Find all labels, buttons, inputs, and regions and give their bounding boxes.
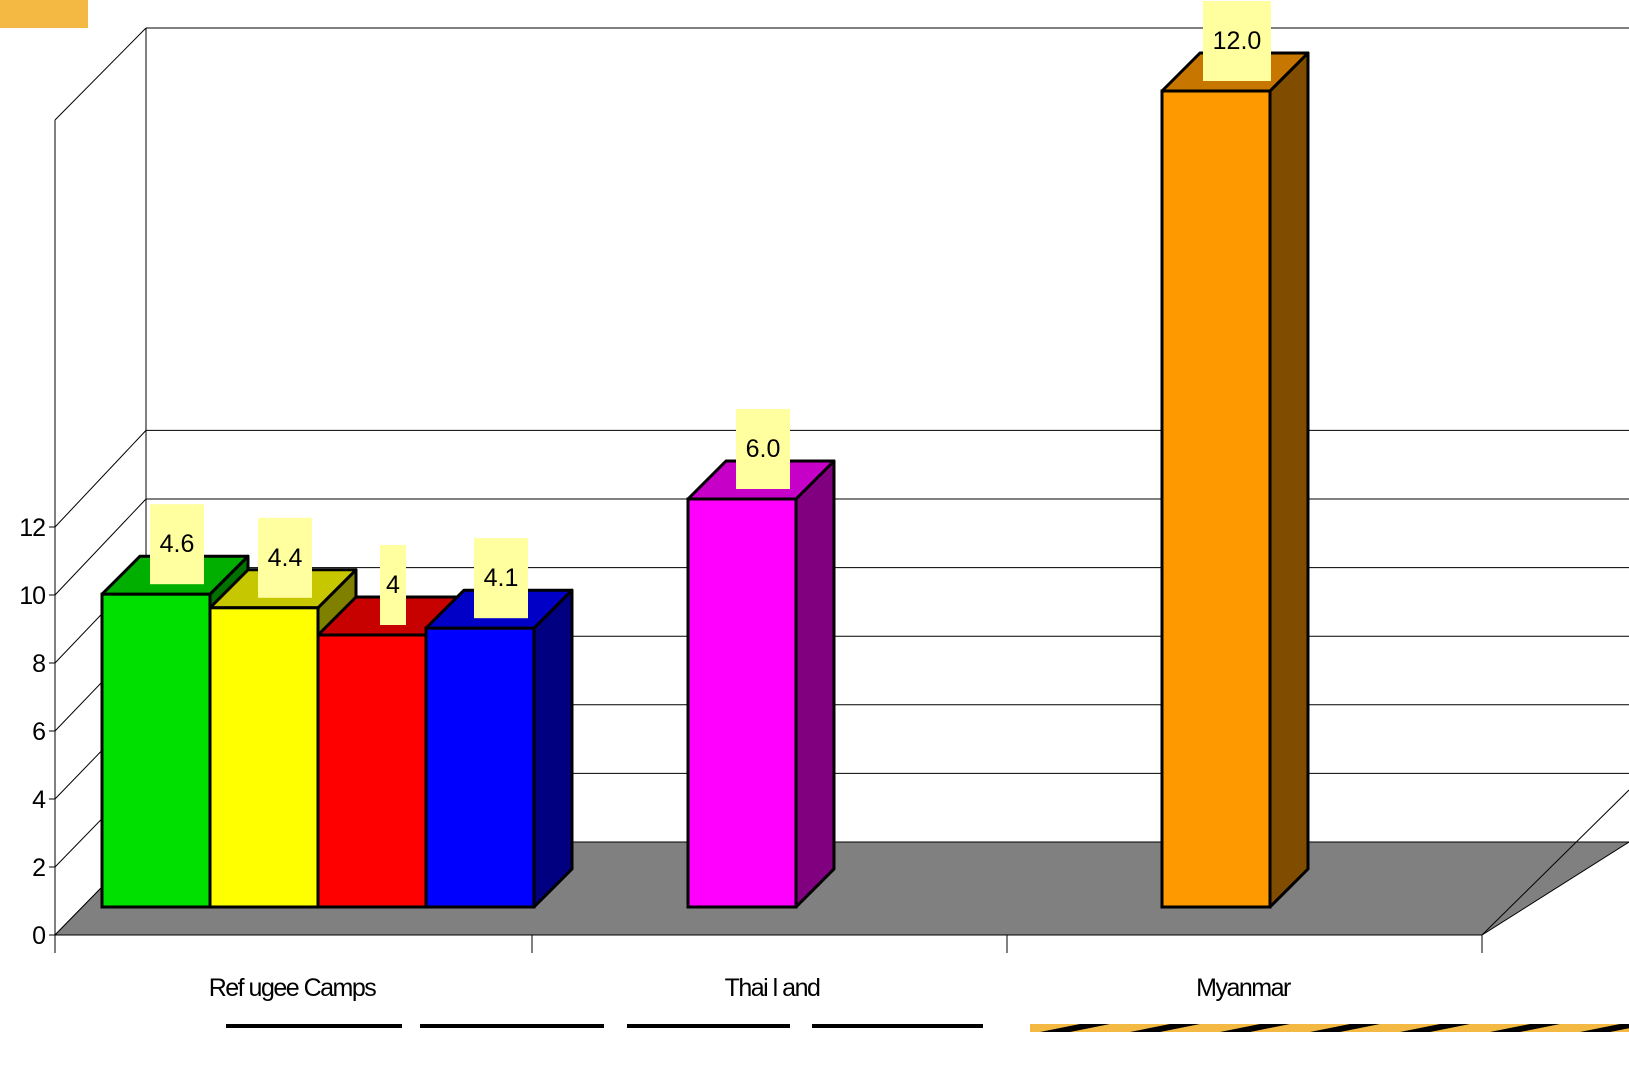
data-label: 6.0: [746, 435, 781, 463]
hazard-stripe: [1310, 1024, 1380, 1032]
bar: [1160, 89, 1272, 909]
side-wall-line: [54, 430, 147, 528]
data-label-background: [150, 504, 204, 585]
hazard-stripe: [1040, 1024, 1110, 1032]
y-tick-label: 0: [32, 922, 45, 950]
bar: [208, 606, 320, 909]
y-tick-label: 8: [32, 650, 45, 678]
data-label-background: [736, 409, 790, 489]
data-label: 4.1: [484, 564, 519, 592]
hazard-stripe: [1490, 1024, 1560, 1032]
logo-badge: [0, 0, 88, 28]
data-label-background: [1203, 1, 1271, 81]
y-tick-label: 6: [32, 718, 45, 746]
decorative-hazard-strip: [1030, 1024, 1629, 1032]
y-tick-label: 2: [32, 854, 45, 882]
floor-right-edge: [1481, 789, 1629, 936]
y-tick-label: 4: [32, 786, 46, 814]
bar-side-face: [1268, 51, 1310, 909]
bar: [424, 626, 536, 909]
hazard-stripe: [1400, 1024, 1470, 1032]
side-wall-top: [54, 27, 147, 121]
category-label: Thai l and: [725, 974, 820, 1002]
bar-side-face: [532, 588, 574, 909]
y-tick-label: 10: [19, 582, 45, 610]
bar: [316, 633, 428, 909]
data-label: 4.4: [268, 544, 303, 572]
bar: [686, 497, 798, 909]
data-label: 4.6: [160, 530, 195, 558]
data-label-background: [258, 517, 312, 598]
data-label-background: [380, 545, 406, 625]
data-label: 12.0: [1213, 27, 1262, 55]
side-wall-line: [54, 498, 147, 596]
bar: [100, 592, 212, 909]
category-label: Ref ugee Camps: [209, 974, 377, 1002]
hazard-stripe: [1130, 1024, 1200, 1032]
bar-side-face: [794, 459, 836, 909]
hazard-stripe: [1220, 1024, 1290, 1032]
data-label-background: [474, 538, 528, 619]
category-label: Myanmar: [1196, 974, 1291, 1002]
hazard-stripe: [1580, 1024, 1629, 1032]
data-label: 4: [386, 571, 400, 599]
y-tick-label: 12: [19, 514, 45, 542]
